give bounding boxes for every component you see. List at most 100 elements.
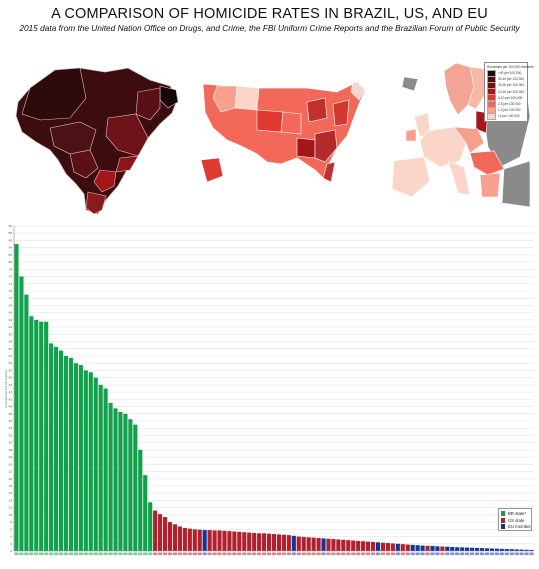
bar-flag bbox=[380, 552, 386, 556]
bar bbox=[143, 475, 148, 551]
bar bbox=[138, 449, 143, 551]
bar bbox=[148, 502, 153, 551]
bar-flag bbox=[301, 552, 306, 556]
bar-flag bbox=[390, 552, 395, 556]
bar bbox=[336, 539, 341, 551]
map-legend: Homicides per 100,000 residents >40 per … bbox=[484, 62, 534, 122]
bar-flag bbox=[217, 552, 222, 556]
bar bbox=[375, 542, 381, 551]
y-tick-label: 8 bbox=[10, 520, 12, 524]
y-tick-label: 34 bbox=[9, 426, 13, 430]
bar bbox=[519, 549, 524, 551]
y-tick-label: 48 bbox=[9, 376, 13, 380]
bar-flag bbox=[83, 552, 88, 556]
bar-flag bbox=[410, 552, 415, 556]
bar bbox=[425, 545, 430, 551]
bar-flag bbox=[19, 552, 24, 556]
bar bbox=[262, 533, 267, 551]
y-tick-label: 90 bbox=[9, 224, 13, 228]
bar-flag bbox=[88, 552, 93, 556]
bar bbox=[291, 535, 296, 551]
bar-flag bbox=[49, 552, 54, 556]
bar-flag bbox=[29, 552, 34, 556]
bar bbox=[227, 531, 232, 551]
y-tick-label: 58 bbox=[9, 340, 13, 344]
y-tick-label: 28 bbox=[9, 448, 13, 452]
y-tick-label: 4 bbox=[10, 535, 12, 539]
bar-flag bbox=[118, 552, 123, 556]
bar bbox=[390, 543, 395, 551]
bar-flag bbox=[73, 552, 78, 556]
chart-subtitle: 2015 data from the United Nation Office … bbox=[19, 23, 520, 33]
bar-flag bbox=[78, 552, 83, 556]
bar-flag bbox=[529, 552, 534, 556]
bar-flag bbox=[276, 552, 282, 556]
y-tick-label: 40 bbox=[9, 405, 13, 409]
bar bbox=[524, 549, 529, 551]
bar-flag bbox=[172, 552, 178, 556]
bar-flag bbox=[58, 552, 64, 556]
bar-flag bbox=[143, 552, 148, 556]
bar-flag bbox=[514, 552, 519, 556]
y-tick-label: 84 bbox=[9, 246, 13, 250]
bar bbox=[296, 536, 301, 551]
bar-flag bbox=[222, 552, 227, 556]
bar bbox=[321, 538, 326, 551]
bar bbox=[316, 538, 321, 551]
y-tick-label: 12 bbox=[9, 506, 13, 510]
y-tick-label: 64 bbox=[9, 318, 13, 322]
map-legend-label: 30-40 per 100,000 bbox=[498, 77, 525, 82]
bar bbox=[172, 524, 178, 551]
bar bbox=[162, 517, 168, 551]
bar bbox=[252, 532, 257, 551]
y-tick-label: 0 bbox=[10, 549, 12, 553]
bar-flag bbox=[356, 552, 361, 556]
bar bbox=[341, 539, 346, 551]
bar bbox=[301, 536, 306, 551]
bar bbox=[167, 522, 173, 551]
bar-flag bbox=[242, 552, 247, 556]
chart-legend-item: EU member bbox=[501, 524, 531, 531]
map-legend-label: 10-20 per 100,000 bbox=[498, 89, 525, 94]
bar-flag bbox=[182, 552, 187, 556]
bar-flag bbox=[336, 552, 341, 556]
bar bbox=[19, 276, 24, 551]
bar-flag bbox=[504, 552, 509, 556]
bar bbox=[455, 547, 460, 551]
bar bbox=[440, 546, 445, 551]
chart-legend-label: BR state* bbox=[508, 510, 527, 516]
bar-flag bbox=[460, 552, 465, 556]
map-legend-label: <1 per 100,000 bbox=[498, 114, 520, 119]
bar bbox=[24, 294, 29, 551]
bar bbox=[78, 365, 83, 551]
bar bbox=[405, 544, 410, 551]
y-tick-label: 20 bbox=[9, 477, 13, 481]
bar-flag bbox=[375, 552, 381, 556]
bar bbox=[489, 548, 494, 551]
bar-flag bbox=[366, 552, 371, 556]
bar-flag bbox=[470, 552, 475, 556]
bar bbox=[29, 316, 34, 551]
bar bbox=[123, 413, 128, 551]
y-tick-label: 44 bbox=[9, 390, 13, 394]
bar-flag bbox=[138, 552, 143, 556]
bar-flag bbox=[266, 552, 272, 556]
bar bbox=[83, 370, 88, 551]
bar-flag bbox=[455, 552, 460, 556]
y-tick-label: 46 bbox=[9, 383, 13, 387]
bar-flag bbox=[113, 552, 118, 556]
bar bbox=[58, 350, 64, 551]
bar-flag bbox=[237, 552, 242, 556]
bar bbox=[212, 530, 217, 551]
bar bbox=[266, 533, 272, 551]
y-tick-label: 60 bbox=[9, 332, 13, 336]
bar-flag bbox=[252, 552, 257, 556]
bar-flag bbox=[524, 552, 529, 556]
bar bbox=[54, 346, 59, 551]
bar bbox=[108, 402, 113, 551]
bar-flag bbox=[232, 552, 237, 556]
bar bbox=[192, 529, 197, 551]
map-legend-title: Homicides per 100,000 residents bbox=[487, 65, 534, 69]
bar-flag bbox=[93, 552, 98, 556]
bar-flag bbox=[420, 552, 425, 556]
